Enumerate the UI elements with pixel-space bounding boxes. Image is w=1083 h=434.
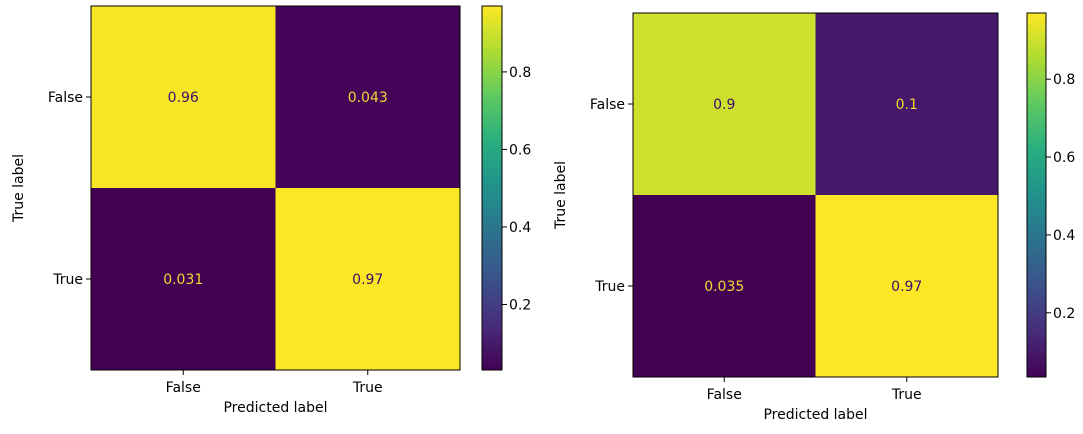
x-tick-label: True	[352, 380, 383, 396]
colorbar: 0.2 0.4 0.6 0.8	[1026, 12, 1075, 378]
matrix-cell	[815, 13, 998, 195]
colorbar-tick-label: 0.2	[509, 297, 531, 313]
matrix-cell	[275, 188, 460, 370]
y-axis-label: True label	[11, 154, 27, 223]
colorbar-tick-label: 0.2	[1053, 306, 1075, 322]
y-axis-label: True label	[553, 161, 569, 230]
confusion-matrix-1: 0.96 0.043 0.031 0.97 False True False True Pred…	[11, 5, 531, 416]
matrix-cell	[815, 195, 998, 377]
matrix-cell	[275, 6, 460, 188]
axes-frame	[90, 5, 461, 371]
cell-value-label: 0.96	[168, 90, 199, 106]
x-tick-label: False	[166, 380, 201, 396]
confusion-matrix-2: 0.9 0.1 0.035 0.97 False True False True Predict…	[553, 12, 1075, 423]
x-tick-label: True	[891, 387, 922, 403]
matrix-cell	[633, 195, 816, 377]
matrix-cell	[633, 13, 816, 195]
colorbar-frame	[481, 5, 503, 371]
cell-value-label: 0.043	[348, 90, 388, 106]
colorbar-tick-label: 0.8	[1053, 72, 1075, 88]
cell-value-label: 0.031	[163, 272, 203, 288]
colorbar-tick-label: 0.4	[1053, 228, 1075, 244]
colorbar-gradient	[1027, 13, 1046, 377]
x-axis-label: Predicted label	[763, 407, 867, 423]
y-tick-label: True	[594, 279, 625, 295]
colorbar-tick-label: 0.6	[1053, 150, 1075, 166]
cell-value-label: 0.1	[896, 97, 918, 113]
colorbar-tick-label: 0.4	[509, 220, 531, 236]
matrix-cell	[91, 6, 276, 188]
colorbar-frame	[1026, 12, 1047, 378]
matrix-cell	[91, 188, 276, 370]
cell-value-label: 0.97	[352, 272, 383, 288]
x-tick-label: False	[707, 387, 742, 403]
colorbar-tick-label: 0.8	[509, 65, 531, 81]
cell-value-label: 0.97	[891, 279, 922, 295]
colorbar: 0.2 0.4 0.6 0.8	[481, 5, 531, 371]
cell-value-label: 0.9	[713, 97, 735, 113]
axes-frame	[632, 12, 999, 378]
colorbar-gradient	[482, 6, 502, 370]
y-tick-label: False	[48, 90, 83, 106]
y-tick-label: False	[590, 97, 625, 113]
colorbar-tick-label: 0.6	[509, 142, 531, 158]
cell-value-label: 0.035	[704, 279, 744, 295]
x-axis-label: Predicted label	[223, 400, 327, 416]
y-tick-label: True	[52, 272, 83, 288]
